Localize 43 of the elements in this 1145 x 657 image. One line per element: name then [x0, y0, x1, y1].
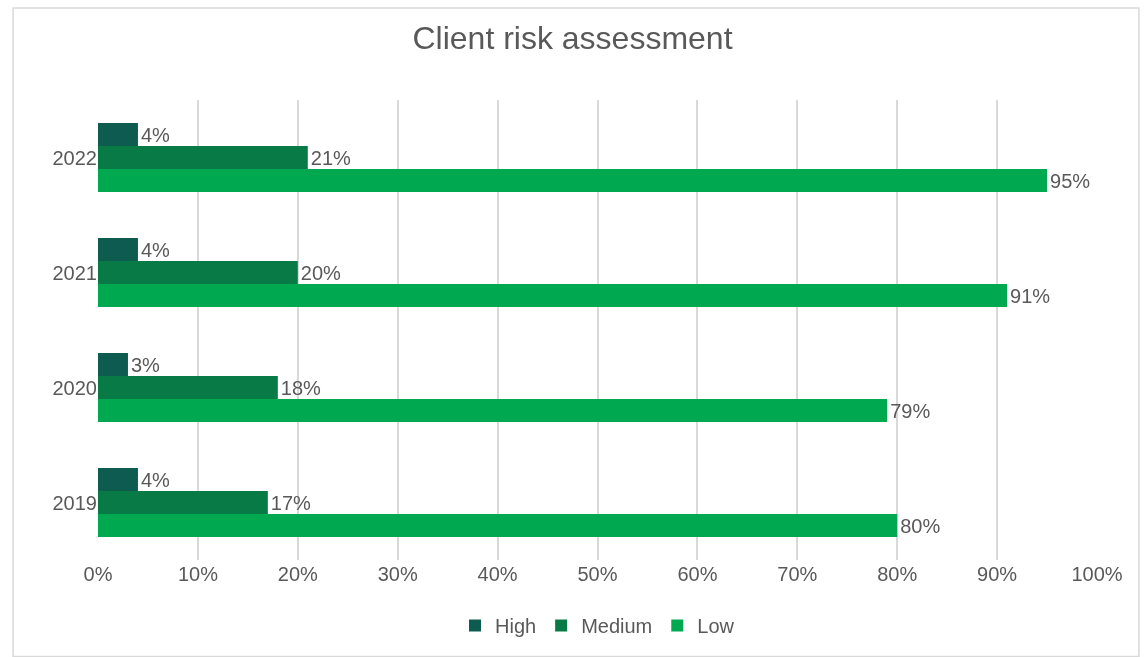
data-label: 4% [140, 468, 171, 491]
x-tick-label: 70% [777, 563, 818, 585]
bar [98, 468, 138, 491]
data-label: 18% [280, 376, 322, 399]
x-tick-label: 50% [577, 563, 618, 585]
y-tick-label: 2022 [52, 146, 97, 169]
bar [98, 353, 128, 376]
x-tick-label: 80% [877, 563, 918, 585]
legend-label: Medium [581, 615, 653, 638]
chart-title: Client risk assessment [412, 19, 733, 56]
data-label: 95% [1050, 169, 1091, 192]
x-tick-label: 40% [477, 563, 518, 585]
x-tick-label: 0% [83, 563, 113, 585]
data-label: 3% [130, 353, 161, 376]
legend-label: High [495, 615, 537, 638]
data-label: 80% [900, 514, 941, 537]
bar [98, 238, 138, 261]
bar [98, 123, 138, 146]
data-label: 17% [270, 491, 312, 514]
x-tick-label: 10% [177, 563, 219, 585]
data-label: 79% [890, 399, 931, 422]
x-tick-label: 100% [1071, 563, 1123, 585]
data-label: 4% [140, 123, 171, 146]
data-label: 20% [300, 261, 342, 284]
data-label: 4% [140, 238, 171, 261]
bar [98, 514, 898, 537]
bar [98, 169, 1048, 192]
data-label: 21% [310, 146, 352, 169]
y-tick-label: 2021 [52, 261, 97, 284]
bar [98, 376, 278, 399]
x-tick-label: 60% [677, 563, 718, 585]
bar [98, 261, 298, 284]
bar [98, 146, 308, 169]
data-label: 91% [1010, 284, 1051, 307]
bar [98, 284, 1008, 307]
y-tick-label: 2020 [52, 376, 97, 399]
x-tick-label: 90% [977, 563, 1018, 585]
x-tick-label: 20% [277, 563, 319, 585]
x-tick-label: 30% [377, 563, 418, 585]
bar [98, 399, 888, 422]
legend-label: Low [697, 615, 735, 638]
y-tick-label: 2019 [52, 491, 97, 514]
bar [98, 491, 268, 514]
